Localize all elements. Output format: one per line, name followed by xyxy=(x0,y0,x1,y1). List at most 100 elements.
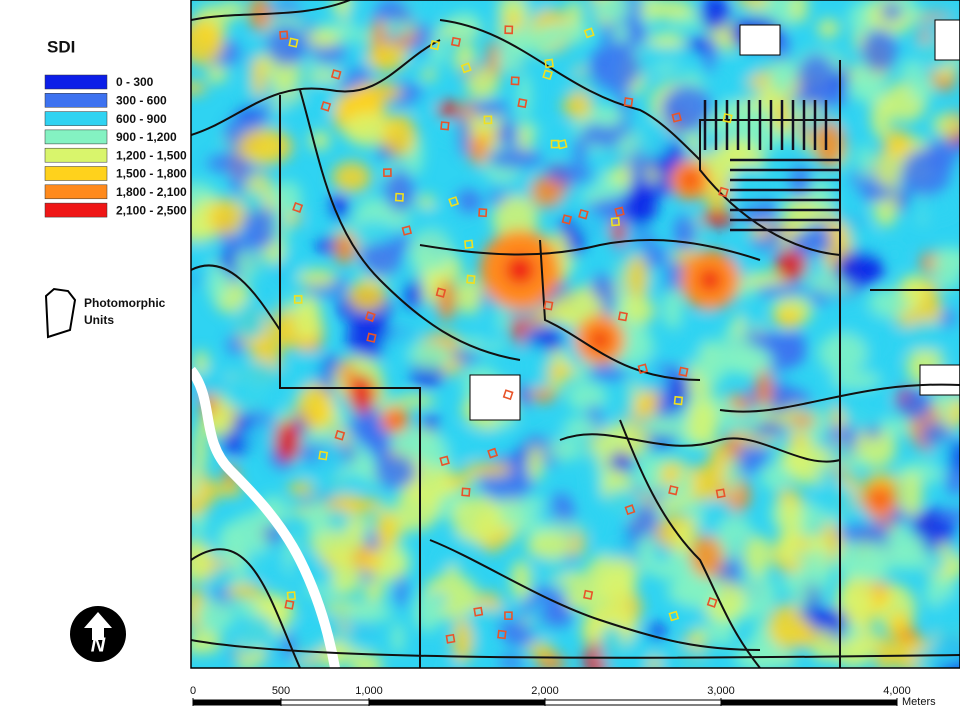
texture-blob xyxy=(465,66,499,100)
plot xyxy=(401,225,413,236)
plot xyxy=(330,69,342,80)
texture-blob xyxy=(446,474,474,488)
hot-core xyxy=(390,415,400,425)
unit-boundary xyxy=(191,264,281,331)
plot xyxy=(318,450,329,461)
texture-blob xyxy=(288,481,315,496)
plot xyxy=(504,25,514,35)
plot xyxy=(448,196,460,208)
texture-blob xyxy=(703,39,717,73)
texture-blob xyxy=(933,249,960,270)
texture-blob xyxy=(515,343,553,389)
plot xyxy=(497,629,507,640)
scale-label: 3,000 xyxy=(707,685,735,697)
texture-blob xyxy=(631,17,645,48)
scale-label: 4,000 xyxy=(883,685,911,697)
texture-blob xyxy=(518,73,531,120)
texture-blob xyxy=(873,148,902,187)
plot xyxy=(487,447,499,459)
texture-blob xyxy=(929,549,944,575)
texture-blob xyxy=(478,454,534,503)
texture-blob xyxy=(941,308,956,329)
texture-blob xyxy=(626,255,649,301)
legend-title: SDI xyxy=(47,37,75,56)
north-arrow: N xyxy=(70,606,126,662)
texture-blob xyxy=(374,454,417,489)
texture-blob xyxy=(742,535,773,576)
legend-label: 0 - 300 xyxy=(116,75,154,89)
legend: 0 - 300 300 - 600 600 - 900 900 - 1,200 1,20… xyxy=(44,74,187,218)
texture-blob xyxy=(692,627,707,645)
texture-blob xyxy=(685,316,708,338)
texture-blob xyxy=(526,444,544,482)
texture-blob xyxy=(622,295,656,326)
texture-blob xyxy=(948,440,960,474)
texture-blob xyxy=(327,508,350,533)
texture-blob xyxy=(660,44,692,64)
plot xyxy=(678,366,689,377)
plot xyxy=(292,201,304,213)
plot xyxy=(673,395,684,406)
texture-blob xyxy=(597,567,635,606)
plot xyxy=(617,311,628,322)
plot xyxy=(466,274,476,285)
sdi-map xyxy=(191,0,960,668)
texture-blob xyxy=(797,53,835,100)
texture-blob xyxy=(790,0,808,24)
texture-blob xyxy=(833,639,873,668)
plot xyxy=(439,455,450,467)
texture-blob xyxy=(348,374,376,414)
texture-blob xyxy=(779,498,802,543)
legend-swatch xyxy=(44,147,108,163)
texture-blob xyxy=(573,136,587,167)
plot xyxy=(542,69,553,81)
texture-blob xyxy=(787,414,817,428)
plot xyxy=(293,295,303,304)
texture-blob xyxy=(510,559,532,601)
no-data xyxy=(469,374,521,421)
texture-blob xyxy=(528,388,557,403)
texture-blob xyxy=(781,576,795,591)
texture-blob xyxy=(351,221,400,244)
texture-blob xyxy=(735,239,748,279)
texture-blob xyxy=(784,330,807,366)
texture-blob xyxy=(934,614,960,663)
texture-blob xyxy=(838,577,876,608)
unit-boundary xyxy=(191,0,351,21)
texture-blob xyxy=(457,114,471,156)
texture-blob xyxy=(451,494,504,543)
texture-blob xyxy=(717,517,753,543)
plot xyxy=(715,488,726,499)
texture-blob xyxy=(487,148,543,169)
texture-blob xyxy=(349,652,383,668)
plot xyxy=(517,98,528,109)
unit-boundary xyxy=(719,383,960,413)
texture-blob xyxy=(394,394,436,408)
scale-segment xyxy=(720,699,898,706)
north-label: N xyxy=(91,634,106,656)
texture-blob xyxy=(421,415,440,431)
texture-blob xyxy=(331,558,362,595)
texture-blob xyxy=(207,154,251,173)
legend-swatch xyxy=(44,93,108,108)
texture-blob xyxy=(408,339,452,371)
texture-blob xyxy=(546,437,583,462)
texture-blob xyxy=(230,361,283,399)
legend-label: 600 - 900 xyxy=(116,112,167,126)
texture-blob xyxy=(395,572,408,609)
texture-blob xyxy=(696,339,730,386)
texture-blob xyxy=(536,502,554,527)
no-data xyxy=(919,364,960,396)
texture-blob xyxy=(541,23,593,43)
texture-blob xyxy=(861,28,898,72)
no-data xyxy=(739,24,781,56)
texture-blob xyxy=(404,280,423,310)
texture-blob xyxy=(793,549,833,563)
texture-blob xyxy=(837,523,886,543)
texture-blob xyxy=(883,129,912,157)
texture-blob xyxy=(662,287,683,330)
texture-blob xyxy=(686,399,720,446)
legend-swatch xyxy=(44,202,108,218)
texture-blob xyxy=(391,621,405,654)
